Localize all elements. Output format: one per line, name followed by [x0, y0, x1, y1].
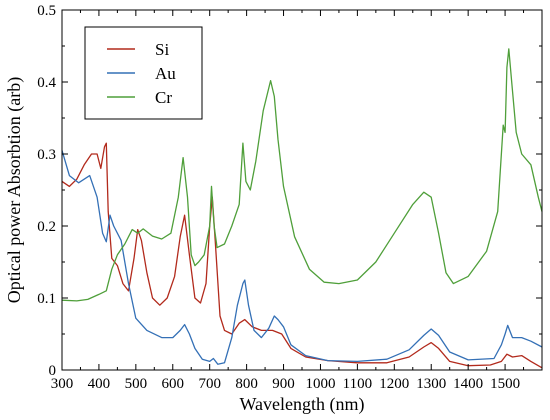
series-line-au	[61, 150, 543, 365]
x-tick-label: 300	[51, 376, 74, 392]
y-tick-label: 0.2	[37, 219, 56, 235]
x-tick-label: 1100	[343, 376, 372, 392]
x-tick-label: 400	[88, 376, 111, 392]
x-tick-label: 1500	[490, 376, 520, 392]
y-tick-label: 0.5	[37, 3, 56, 19]
legend-label-au: Au	[155, 64, 176, 83]
series-line-si	[61, 142, 543, 369]
legend: Si Au Cr	[84, 26, 203, 120]
series-layer	[61, 48, 543, 369]
x-tick-label: 500	[125, 376, 148, 392]
x-tick-label: 1200	[379, 376, 409, 392]
x-tick-label: 600	[162, 376, 185, 392]
x-tick-label: 800	[235, 376, 258, 392]
y-tick-label: 0.1	[37, 291, 56, 307]
legend-box	[84, 26, 203, 120]
y-tick-labels: 0 0.1 0.2 0.3 0.4 0.5	[37, 3, 56, 379]
series-line-cr	[61, 48, 543, 302]
x-axis-title: Wavelength (nm)	[239, 394, 364, 415]
ticks-layer	[61, 9, 542, 371]
x-tick-label: 900	[272, 376, 295, 392]
y-tick-label: 0.3	[37, 147, 56, 163]
legend-label-cr: Cr	[155, 88, 172, 107]
x-tick-label: 1000	[305, 376, 335, 392]
y-tick-label: 0.4	[37, 75, 56, 91]
x-tick-label: 700	[198, 376, 221, 392]
x-tick-label: 1400	[453, 376, 483, 392]
y-axis-title: Optical power Absorbtion (arb)	[4, 77, 25, 303]
x-tick-label: 1300	[416, 376, 446, 392]
x-tick-labels: 300 400 500 600 700 800 900 1000 1100 1200 1300 140…	[51, 376, 520, 392]
legend-label-si: Si	[155, 40, 169, 59]
y-tick-label: 0	[49, 363, 57, 379]
